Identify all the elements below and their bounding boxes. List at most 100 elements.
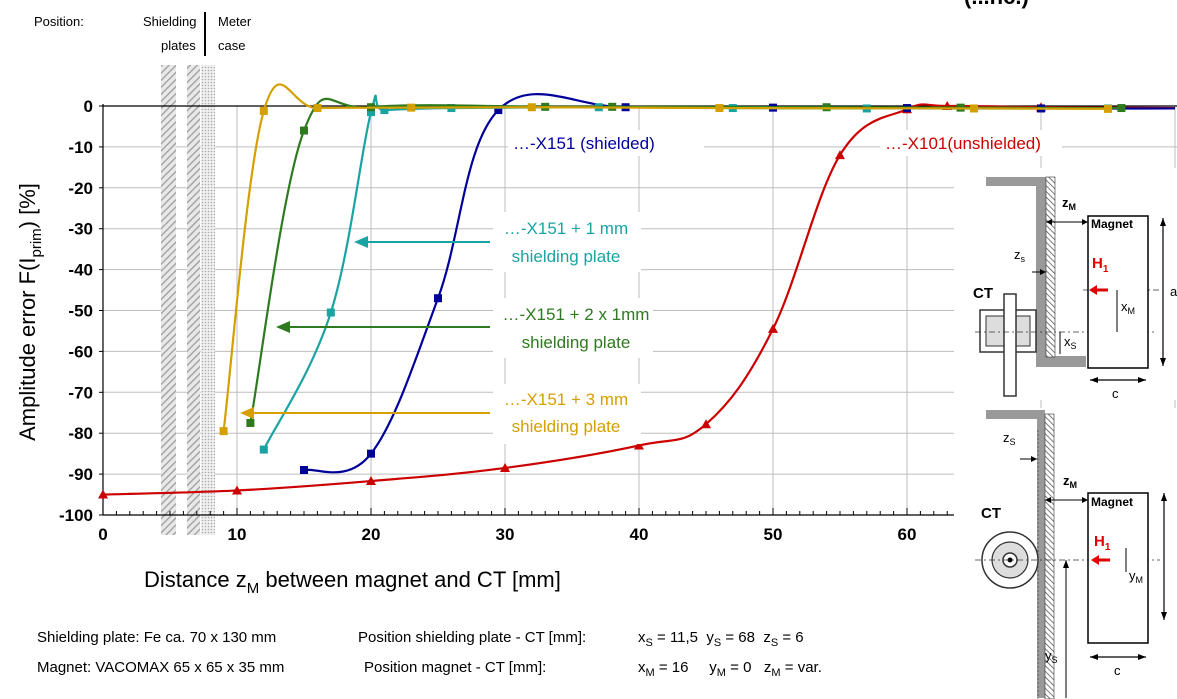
top-zM-label: zM [1062,195,1076,212]
y-tick-label: -100 [59,506,93,525]
y-axis-title-rest: ) [%] [15,183,40,228]
top-H1-label: H1 [1092,255,1109,275]
x151-label-bg [508,130,704,156]
plate2-arrowhead [276,321,290,333]
top-shield-plate [1045,176,1056,358]
top-xS-label: xS [1064,334,1077,351]
data-point [407,103,416,112]
data-point [219,427,228,436]
y-tick-label: -20 [68,179,93,198]
footer-position-shielding: Position shielding plate - CT [mm]: [358,629,587,646]
y-axis-title-main: Amplitude error F(I [15,258,40,441]
x-axis-title-rest: between magnet and CT [mm] [259,567,561,592]
y-tick-label: 0 [84,97,93,116]
plate3-arrowhead [240,407,254,419]
shielding-plate-2 [187,65,200,535]
footer-shielding-plate: Shielding plate: Fe ca. 70 x 130 mm [37,629,277,646]
y-tick-label: -80 [68,424,93,443]
data-point [701,419,711,429]
position-label: Position: [34,14,84,29]
data-point [246,418,255,427]
x-tick-label: 20 [362,525,381,544]
data-point [366,476,376,486]
x-axis-title-sub: M [247,580,260,597]
bottom-magnet-box [1087,492,1149,644]
top-ct-conductor [1003,293,1017,397]
plate2-label-line2: shielding plate [522,333,631,352]
bottom-zM-label: zM [1063,473,1077,490]
data-point [434,294,442,303]
y-tick-label: -70 [68,383,93,402]
plate3-label-bg [493,384,641,444]
data-point [970,104,978,113]
shielding-plates-label-2: plates [161,38,196,53]
data-point [527,103,536,112]
shielding-plate-1 [161,65,176,535]
x101-label: …-X101(unshielded) [885,134,1041,153]
axes: 0 -10 -20 -30 -40 -50 -60 -70 -80 -90 -100 0 10 20 30 4… [59,97,1177,544]
data-point [259,106,268,115]
bottom-yM-label: yM [1129,568,1143,585]
plate1-label-line1: …-X151 + 1 mm [504,219,628,238]
x-tick-label: 40 [630,525,649,544]
top-ct-label: CT [973,285,993,302]
plate2-label-line1: …-X151 + 2 x 1mm [503,305,650,324]
top-zs-label: zs [1014,247,1026,264]
plate1-label-line2: shielding plate [512,247,621,266]
data-point [232,485,242,495]
y-tick-label: -50 [68,302,93,321]
data-point [1104,104,1112,113]
bottom-yS-label: yS [1045,648,1058,665]
data-point [367,108,375,117]
y-tick-label: -90 [68,465,93,484]
data-point [259,445,268,454]
y-tick-label: -60 [68,342,93,361]
series-layer [98,83,1176,499]
plate1-arrowhead [354,236,368,248]
top-magnet-box [1087,215,1149,369]
data-point [1117,104,1126,113]
title-fragment: (...nc.) [964,0,1029,10]
meter-case-label-1: Meter [218,14,252,29]
data-point [634,440,644,450]
x-tick-label: 60 [898,525,917,544]
meter-case-label-2: case [218,38,246,53]
y-tick-label: -40 [68,261,93,280]
bottom-shield-plate [1044,413,1055,699]
plate1-label-bg [493,212,641,272]
footer-magnet-values: xM = 16 yM = 0 zM = var. [638,659,822,679]
top-magnet-label: Magnet [1091,217,1133,231]
footer-magnet: Magnet: VACOMAX 65 x 65 x 35 mm [37,659,285,676]
data-point [494,106,503,115]
x-tick-label: 0 [98,525,107,544]
x101-label-bg [880,130,1062,156]
x-axis-title-main: Distance z [144,567,247,592]
data-point [98,489,108,499]
data-point [367,449,375,458]
data-point [300,126,308,135]
bottom-c-label: c [1114,663,1121,678]
bottom-zS-label: zS [1003,430,1016,447]
data-point [300,466,308,475]
x-tick-label: 50 [764,525,783,544]
y-axis-title: Amplitude error F(Iprim) [%] [15,183,45,441]
diagram-top: Magnet zM H1 zs CT xM xS a c [973,176,1177,401]
shielding-plates-visual [161,65,215,535]
top-xM-label: xM [1121,299,1135,316]
header-divider [204,12,206,56]
x151-label: …-X151 (shielded) [513,134,655,153]
data-point [326,308,335,317]
y-axis-title-sub: prim [28,228,45,257]
shielding-plates-label-1: Shielding [143,14,197,29]
bottom-ct-label: CT [981,505,1001,522]
series-line [102,103,1176,496]
plate3-label-line2: shielding plate [512,417,621,436]
top-c-label: c [1112,386,1119,401]
series-line [222,83,1109,432]
footer-position-magnet: Position magnet - CT [mm]: [364,659,547,676]
data-point [380,106,389,115]
data-point [835,150,845,160]
x-tick-label: 30 [496,525,515,544]
meter-case-wall [201,65,215,535]
